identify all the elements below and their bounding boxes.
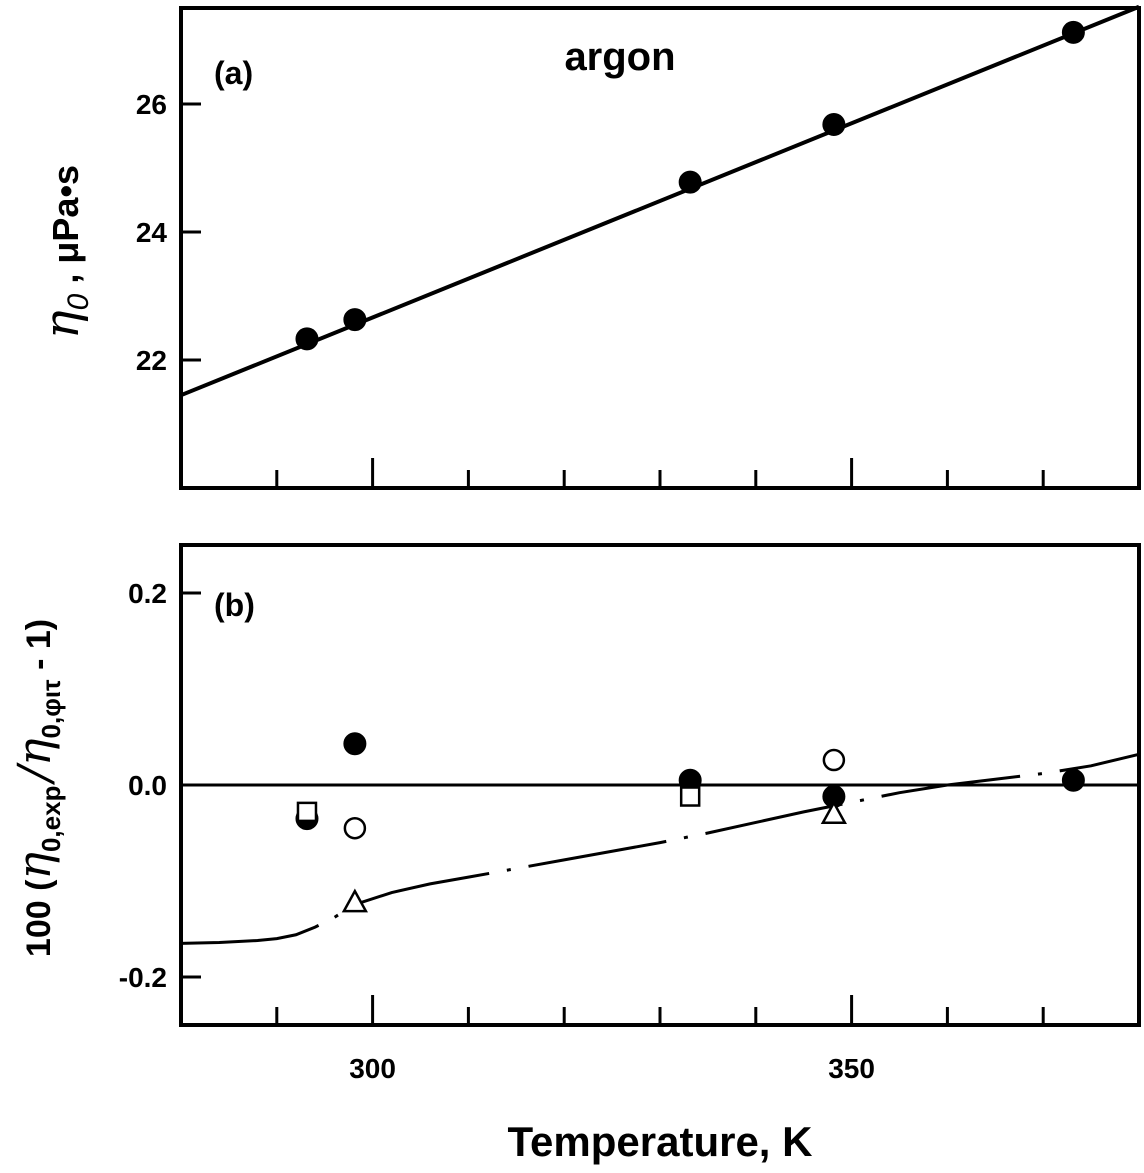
ylabel-sub-exp: 0,exp: [36, 786, 66, 853]
x-tick-label: 300: [349, 1053, 396, 1084]
panel-b-label: (b): [214, 587, 255, 623]
x-tick-label: 350: [828, 1053, 875, 1084]
marker-filled-circle: [343, 308, 367, 332]
marker-filled-circle: [678, 170, 702, 194]
panel-b-markers: [295, 732, 1085, 913]
panel-a-ylabel-sub: 0: [62, 293, 95, 310]
ylabel-suffix: - 1): [20, 619, 58, 679]
panel-a: 22 24 26 (a) argon η0 , μPa•s: [34, 4, 1141, 490]
y-tick-label: 0.2: [128, 578, 167, 609]
panel-a-ylabel: η0 , μPa•s: [34, 165, 95, 339]
x-axis-label: Temperature, K: [508, 1118, 813, 1165]
marker-filled-circle: [822, 112, 846, 136]
marker-filled-circle: [1061, 20, 1085, 44]
panel-a-yticks: 22 24 26: [136, 89, 201, 376]
marker-open-triangle: [820, 800, 847, 825]
y-tick-label: 22: [136, 345, 167, 376]
panel-a-xticks: [275, 458, 1045, 488]
chart-title: argon: [564, 35, 675, 79]
marker-open-square: [296, 801, 318, 823]
marker-open-circle: [343, 816, 367, 840]
panel-a-ylabel-eta: η: [34, 310, 90, 339]
ylabel-prefix: 100 (: [20, 879, 58, 957]
marker-open-circle: [822, 748, 846, 772]
ylabel-eta-exp: η: [7, 852, 61, 880]
marker-open-triangle: [341, 888, 368, 913]
marker-filled-circle: [1061, 768, 1085, 792]
panel-b-ylabel: 100 (η0,exp/η0,φιτ - 1): [7, 619, 66, 957]
panel-a-frame: [179, 6, 1141, 490]
panel-b-yticks: 0.2 0.0 -0.2: [119, 578, 201, 993]
panel-a-markers: [295, 20, 1085, 351]
y-tick-label: 26: [136, 89, 167, 120]
y-tick-label: -0.2: [119, 962, 167, 993]
y-tick-label: 0.0: [128, 770, 167, 801]
panel-a-fit-line: [180, 4, 1140, 398]
reference-curve: [180, 752, 1140, 945]
marker-open-square: [679, 786, 701, 807]
panel-a-ylabel-unit: , μPa•s: [45, 165, 86, 294]
panel-b-xticks: 300 350: [275, 995, 1045, 1084]
ylabel-eta-fit: η: [7, 738, 61, 766]
marker-filled-circle: [343, 732, 367, 756]
ylabel-sub-fit: 0,φιτ: [36, 679, 66, 739]
panel-b: 0.2 0.0 -0.2 300 350 (b) 100 (η0,exp/η0,φιτ…: [7, 543, 1141, 1165]
marker-filled-circle: [295, 327, 319, 351]
panel-a-label: (a): [214, 55, 253, 91]
y-tick-label: 24: [136, 217, 168, 248]
